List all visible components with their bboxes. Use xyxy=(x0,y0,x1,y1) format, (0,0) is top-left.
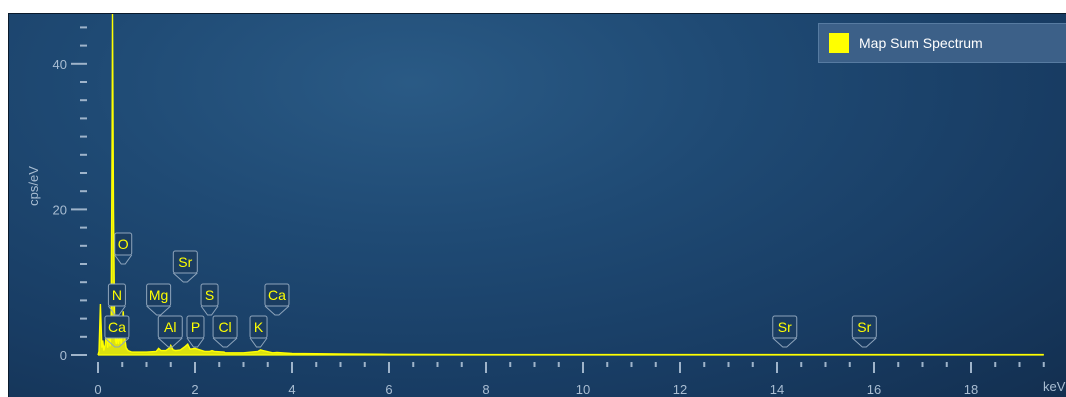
peak-label-pointer xyxy=(146,305,171,316)
peak-label-text: Sr xyxy=(778,319,792,335)
peak-label-text: S xyxy=(205,287,214,303)
peak-label: P xyxy=(186,315,205,348)
peak-label-pointer xyxy=(851,337,877,348)
y-tick-label: 0 xyxy=(60,348,67,363)
peak-label-pointer xyxy=(172,272,198,283)
peak-label-text: N xyxy=(112,287,122,303)
peak-label: Cl xyxy=(212,315,238,348)
x-tick-label: 10 xyxy=(576,382,590,397)
legend[interactable]: Map Sum Spectrum xyxy=(818,23,1066,63)
x-tick-label: 6 xyxy=(385,382,392,397)
x-tick-label: 4 xyxy=(288,382,295,397)
peak-label-box xyxy=(107,283,126,307)
peak-label-box xyxy=(772,315,798,339)
peak-label-box xyxy=(200,283,219,307)
peak-label-pointer xyxy=(772,337,798,348)
peak-label-pointer xyxy=(200,305,219,316)
y-tick-label: 40 xyxy=(53,57,67,72)
peak-label-pointer xyxy=(249,337,268,348)
peak-label-box xyxy=(212,315,238,339)
peak-label: Ca xyxy=(264,283,290,316)
x-tick-label: 18 xyxy=(964,382,978,397)
peak-label-text: Cl xyxy=(218,319,231,335)
axes-layer: 0 2 4 6 8 10 12 14 16 18 0 20 40 xyxy=(53,26,1045,397)
y-tick-label: 20 xyxy=(53,202,67,217)
peak-label-text: Sr xyxy=(178,254,192,270)
peak-label-text: K xyxy=(254,319,264,335)
peak-label-box xyxy=(851,315,877,339)
spectrum-line xyxy=(97,14,1044,356)
peak-label: Mg xyxy=(146,283,172,316)
x-tick-label: 0 xyxy=(94,382,101,397)
peak-label-text: Ca xyxy=(108,319,126,335)
x-tick-label: 8 xyxy=(482,382,489,397)
y-axis-title: cps/eV xyxy=(26,166,41,206)
peak-label: Sr xyxy=(172,250,198,283)
peak-label-box xyxy=(249,315,268,339)
peak-label: Sr xyxy=(772,315,798,348)
peak-label-pointer xyxy=(114,254,133,265)
peak-label-text: Mg xyxy=(149,287,168,303)
peak-label-pointer xyxy=(157,337,183,348)
peak-label-pointer xyxy=(212,337,238,348)
x-tick-label: 12 xyxy=(673,382,687,397)
legend-label: Map Sum Spectrum xyxy=(859,35,983,51)
x-tick-label: 14 xyxy=(770,382,784,397)
x-tick-label: 2 xyxy=(191,382,198,397)
peak-label: O xyxy=(114,232,133,265)
peak-label: K xyxy=(249,315,268,348)
peak-label-text: Sr xyxy=(857,319,871,335)
peak-label-text: Ca xyxy=(268,287,286,303)
peak-label-box xyxy=(186,315,205,339)
peak-label-text: O xyxy=(118,236,129,252)
peak-label: S xyxy=(200,283,219,316)
spectrum-fill xyxy=(98,14,1044,355)
peak-label-pointer xyxy=(186,337,205,348)
peak-label-pointer xyxy=(108,305,126,316)
peak-label-box xyxy=(264,283,290,307)
peak-label: Sr xyxy=(851,315,877,348)
peak-label-pointer xyxy=(104,337,130,348)
peak-label-text: P xyxy=(191,319,200,335)
series-layer xyxy=(97,14,1044,356)
peak-label: N xyxy=(107,283,126,316)
peak-label-box xyxy=(104,315,130,339)
legend-swatch xyxy=(829,33,849,53)
peak-label-pointer xyxy=(264,305,290,316)
peak-label: Ca xyxy=(104,315,130,348)
peak-label-box xyxy=(172,250,198,274)
peak-label: Al xyxy=(157,315,183,348)
x-axis-title: keV xyxy=(1043,379,1066,394)
x-tick-label: 16 xyxy=(867,382,881,397)
peak-label-box xyxy=(146,283,172,307)
peak-label-text: Al xyxy=(164,319,176,335)
peak-label-box xyxy=(157,315,183,339)
spectrum-chart: 0 2 4 6 8 10 12 14 16 18 0 20 40 O N Ca Mg Sr S Al P Cl K Ca Sr… xyxy=(8,13,1066,397)
peak-label-box xyxy=(114,232,133,256)
